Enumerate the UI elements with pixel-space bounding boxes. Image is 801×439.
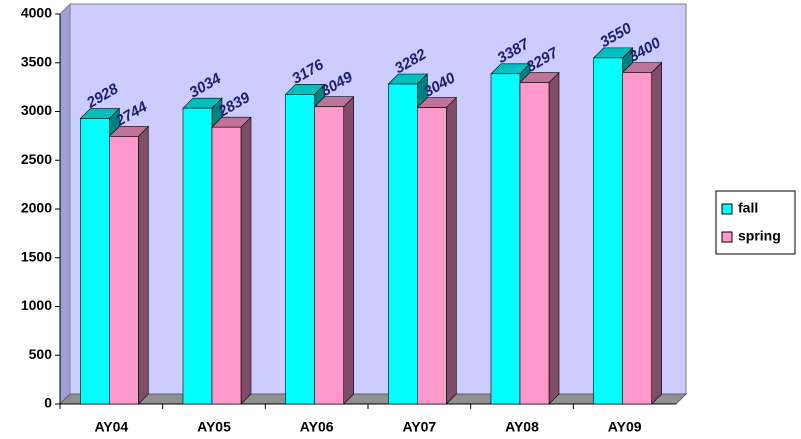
y-tick-label: 0 [44,395,52,411]
bar-front [314,106,344,405]
x-tick-label: AY04 [94,419,128,435]
legend-label: fall [738,200,758,216]
y-tick-label: 2500 [21,151,52,167]
bar [108,125,150,405]
bar-front [80,118,110,405]
side-wall [59,2,71,406]
bar-front [109,136,139,405]
bar [519,71,560,405]
y-tick-label: 2000 [21,200,52,216]
legend: fall spring [715,190,796,255]
bar-front [622,72,652,405]
floor [58,393,688,405]
bar-side [343,95,354,405]
bar-front [417,107,447,405]
x-tick-label: AY08 [505,419,539,435]
x-tick-label: AY07 [402,419,436,435]
legend-swatch [721,231,733,243]
y-tick-label: 3500 [21,53,52,69]
bar-front [593,57,623,405]
legend-swatch [721,203,733,215]
y-tick-label: 4000 [21,5,52,21]
bar-side [651,61,662,405]
bar-side [138,125,149,405]
x-tick-label: AY06 [300,419,334,435]
bar [416,96,458,405]
bar-side [446,96,457,405]
bar [313,95,355,405]
legend-box [715,190,796,255]
bar [621,61,663,405]
bar-front [182,107,213,405]
bar-front [490,73,521,405]
bar-side [548,71,560,405]
bar [211,116,252,405]
x-tick-label: AY05 [197,419,231,435]
bar-front [388,83,418,405]
y-tick-label: 1000 [21,297,52,313]
bar-front [519,82,550,405]
y-tick-label: 3000 [21,102,52,118]
x-tick-label: AY09 [608,419,642,435]
bar-front [211,126,242,405]
y-tick-label: 500 [29,346,53,362]
bar-side [240,116,252,405]
y-tick-label: 1500 [21,248,52,264]
legend-label: spring [738,228,781,244]
bar-front [285,94,315,405]
